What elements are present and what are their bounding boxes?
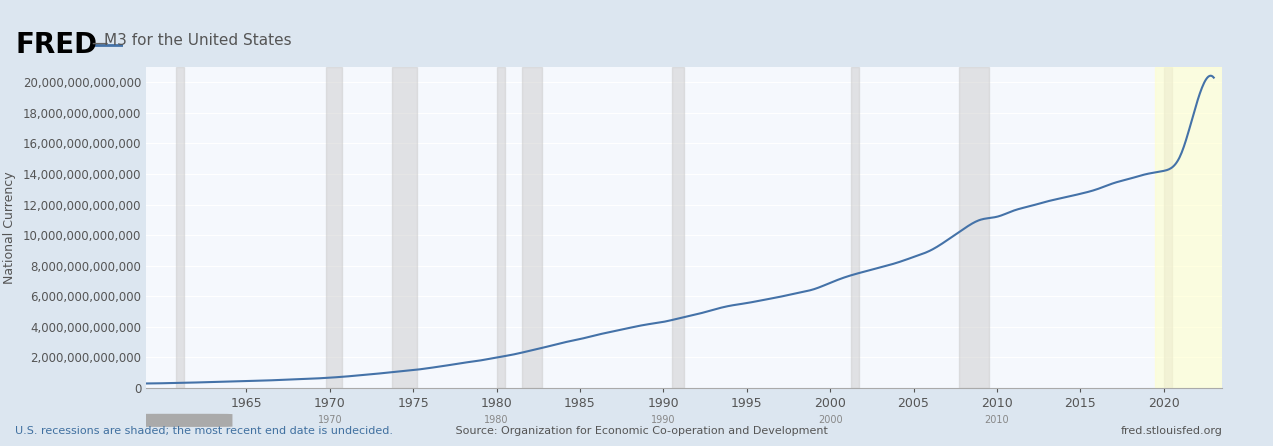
Bar (960, 67, 989, 388)
Bar (672, 67, 685, 388)
Text: M3 for the United States: M3 for the United States (104, 33, 292, 49)
Bar (522, 67, 542, 388)
FancyBboxPatch shape (136, 414, 233, 427)
Bar (496, 67, 505, 388)
Text: 2000: 2000 (817, 415, 843, 425)
Text: 1970: 1970 (317, 415, 342, 425)
Text: FRED: FRED (15, 31, 98, 59)
Text: fred.stlouisfed.org: fred.stlouisfed.org (1120, 426, 1222, 436)
Text: 1980: 1980 (484, 415, 509, 425)
Y-axis label: National Currency: National Currency (3, 171, 17, 284)
Bar (852, 67, 859, 388)
Text: 2010: 2010 (984, 415, 1009, 425)
Bar (1156, 67, 1222, 388)
Bar (392, 67, 418, 388)
Text: Source: Organization for Economic Co-operation and Development: Source: Organization for Economic Co-ope… (452, 426, 827, 436)
Bar (326, 67, 342, 388)
Text: —: — (92, 33, 108, 51)
Text: 1990: 1990 (652, 415, 676, 425)
Text: U.S. recessions are shaded; the most recent end date is undecided.: U.S. recessions are shaded; the most rec… (15, 426, 393, 436)
Bar (176, 67, 183, 388)
Bar (1164, 67, 1172, 388)
